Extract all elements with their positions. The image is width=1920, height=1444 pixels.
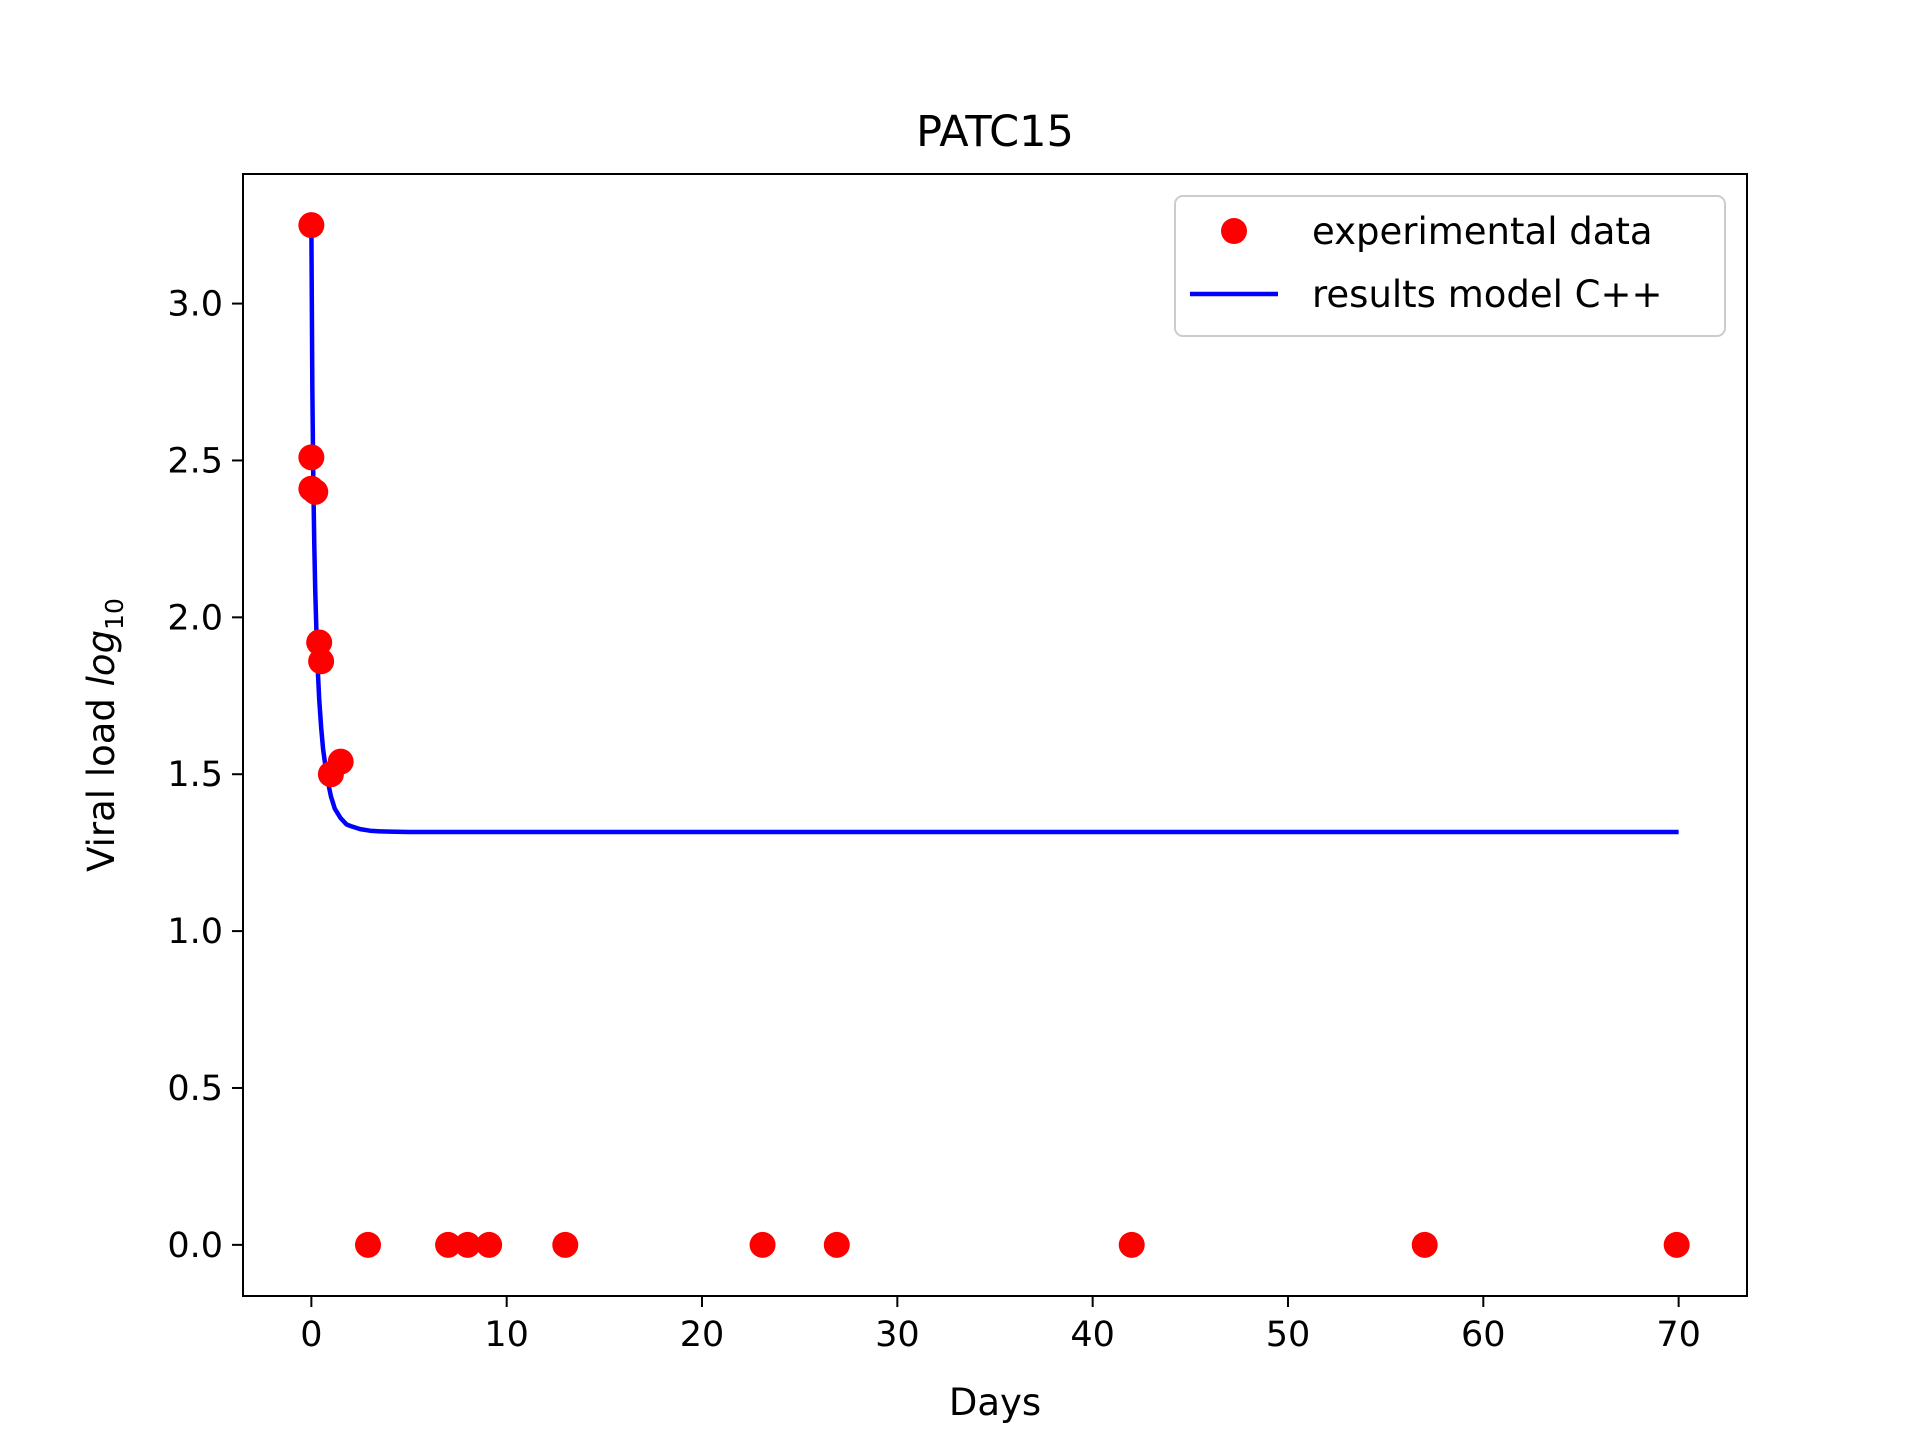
legend-marker-experimental bbox=[1221, 218, 1247, 244]
axes-frame bbox=[242, 173, 1748, 1297]
data-point bbox=[308, 648, 335, 675]
data-point bbox=[823, 1231, 850, 1258]
y-tick-label: 2.0 bbox=[167, 598, 223, 638]
data-point bbox=[355, 1231, 382, 1258]
x-axis-label: Days bbox=[949, 1381, 1041, 1424]
y-axis-label: Viral load log10 bbox=[80, 598, 129, 872]
data-point bbox=[1118, 1231, 1145, 1258]
x-tick-label: 40 bbox=[1070, 1315, 1115, 1355]
data-point bbox=[454, 1231, 481, 1258]
plot-area: 0 10 20 30 40 50 60 70 0.0 0.5 1.0 1.5 2.0 2.5 3.0 bbox=[167, 173, 1748, 1355]
y-axis-label-main: Viral load bbox=[80, 686, 123, 872]
data-point bbox=[302, 478, 329, 505]
data-point bbox=[552, 1231, 579, 1258]
data-point bbox=[298, 444, 325, 471]
data-point bbox=[298, 212, 325, 239]
data-point bbox=[1663, 1231, 1690, 1258]
data-point bbox=[327, 748, 354, 775]
x-tick-label: 0 bbox=[300, 1315, 322, 1355]
chart-title: PATC15 bbox=[916, 107, 1074, 157]
x-tick-label: 20 bbox=[680, 1315, 725, 1355]
y-tick-label: 0.0 bbox=[167, 1226, 223, 1266]
x-tick-label: 30 bbox=[875, 1315, 920, 1355]
data-point bbox=[749, 1231, 776, 1258]
legend-box bbox=[1174, 195, 1726, 337]
y-axis-label-italic: log bbox=[80, 630, 123, 686]
legend-label-model: results model C++ bbox=[1312, 273, 1663, 316]
data-point bbox=[1411, 1231, 1438, 1258]
y-tick-label: 0.5 bbox=[167, 1069, 223, 1109]
data-point bbox=[435, 1231, 462, 1258]
legend-label-experimental: experimental data bbox=[1312, 210, 1653, 253]
y-tick-label: 2.5 bbox=[167, 441, 223, 481]
x-tick-label: 10 bbox=[484, 1315, 529, 1355]
y-tick-label: 3.0 bbox=[167, 285, 223, 325]
x-tick-label: 60 bbox=[1461, 1315, 1506, 1355]
x-tick-label: 70 bbox=[1656, 1315, 1701, 1355]
data-point bbox=[476, 1231, 503, 1258]
x-tick-label: 50 bbox=[1266, 1315, 1311, 1355]
legend: experimental data results model C++ bbox=[1174, 195, 1726, 337]
y-tick-label: 1.0 bbox=[167, 912, 223, 952]
y-axis-label-subscript: 10 bbox=[100, 598, 129, 630]
data-point bbox=[306, 629, 333, 656]
y-tick-label: 1.5 bbox=[167, 755, 223, 795]
